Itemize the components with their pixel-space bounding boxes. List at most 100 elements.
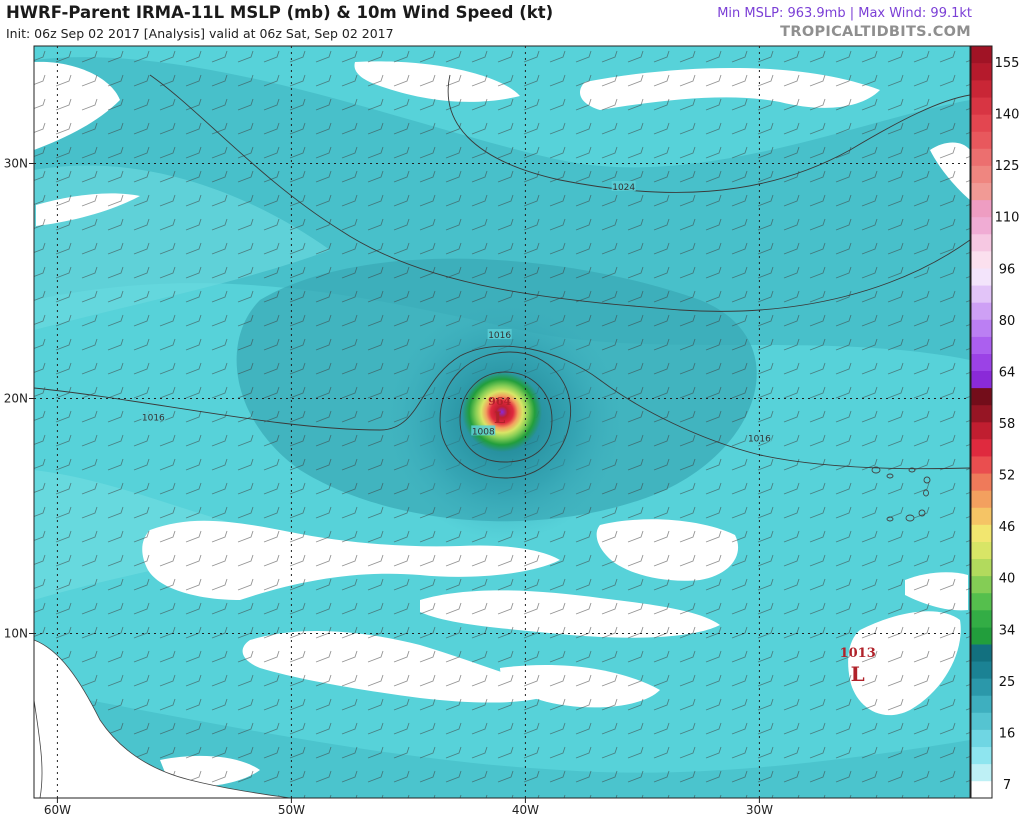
pressure-center-value: 964 [488,395,511,408]
isobar-label-bg [141,411,166,422]
colorbar-swatch [971,661,992,679]
colorbar-label: 7 [1003,778,1011,793]
colorbar-label: 52 [999,469,1016,484]
colorbar-swatch [971,199,992,218]
colorbar-swatch [971,387,992,406]
isobar-label-bg [471,425,496,436]
colorbar-swatch [971,319,992,337]
colorbar-labels: 155 140 125 110 96 80 64 58 52 46 40 34 25 16 7 [995,56,1020,793]
colorbar-swatch [971,131,992,149]
south-america-land [34,639,291,798]
map-init-valid-time: Init: 06z Sep 02 2017 [Analysis] valid a… [6,26,394,41]
isobar-labels: 1024 1016 1016 1016 1008 [141,181,772,444]
colorbar-label: 64 [999,365,1016,380]
colorbar-swatch [971,336,992,354]
min-mslp-max-wind: Min MSLP: 963.9mb | Max Wind: 99.1kt [717,6,972,21]
colorbar-swatch [971,695,992,713]
isobar-label: 1024 [612,183,635,193]
colorbar-swatch [971,507,992,525]
colorbar-label: 125 [995,159,1020,174]
colorbar-swatch [971,422,992,440]
colorbar-label: 25 [999,675,1016,690]
lat-tick-label: 30N [4,157,28,171]
site-watermark: TROPICALTIDBITS.COM [780,24,971,40]
map-field [34,46,970,798]
axis-tick-labels: 60W 50W 40W 30W 30N 20N 10N [4,157,773,817]
colorbar-swatch [971,746,992,765]
colorbar-swatch [971,370,992,389]
colorbar-label: 110 [995,211,1020,226]
colorbar-swatch [971,439,992,457]
colorbar-swatch [971,97,992,115]
isobar-label: 1016 [142,413,165,423]
colorbar-swatch [971,524,992,542]
map-header: HWRF-Parent IRMA-11L MSLP (mb) & 10m Win… [0,0,1024,46]
colorbar-swatch [971,234,992,252]
low-pressure-symbol: L [494,408,505,427]
isobar-label: 1016 [748,434,771,444]
axis-ticks [29,163,760,803]
colorbar-swatch [971,182,992,201]
colorbar-swatch [971,456,992,474]
lat-tick-label: 10N [4,627,28,641]
colorbar-swatch [971,473,992,491]
isobar-label: 1008 [472,427,495,437]
isobar-label: 1016 [488,331,511,341]
colorbar-label: 16 [999,726,1016,741]
colorbar-swatch [971,780,992,799]
colorbar-swatch [971,114,992,132]
colorbar-swatch [971,216,992,235]
colorbar-swatch [971,575,992,594]
colorbar-label: 96 [999,262,1016,277]
colorbar-swatch [971,80,992,98]
colorbar-label: 155 [995,56,1020,71]
colorbar-swatch [971,404,992,423]
low-pressure-symbol: L [851,662,865,686]
colorbar-swatch [971,46,992,64]
colorbar-label: 40 [999,572,1016,587]
colorbar-swatch [971,63,992,81]
colorbar-swatch [971,763,992,782]
isobars [34,74,970,479]
colorbar-swatch [971,165,992,184]
colorbar-swatch [971,678,992,696]
colorbar-swatch [971,490,992,508]
colorbar-swatch [971,148,992,166]
lon-tick-label: 60W [44,803,71,817]
colorbar-swatch [971,541,992,560]
colorbar-swatch [971,627,992,645]
lon-tick-label: 40W [512,803,539,817]
colorbar-swatch [971,353,992,372]
wind-speed-colorbar [970,45,993,799]
colorbar-swatch [971,558,992,577]
colorbar-label: 80 [999,314,1016,329]
colorbar-swatch [971,251,992,269]
pressure-center-value: 1013 [840,646,876,661]
map-frame [33,45,971,799]
colorbar-label: 58 [999,417,1016,432]
colorbar-swatch [971,644,992,662]
colorbar-label: 46 [999,520,1016,535]
lat-tick-label: 20N [4,392,28,406]
lon-tick-label: 30W [746,803,773,817]
colorbar-swatch [971,302,992,320]
colorbar-frame [970,45,993,799]
isobar-label-bg [747,432,772,443]
colorbar-swatch [971,729,992,748]
cabo-verde-islands [871,466,931,522]
lon-tick-label: 50W [278,803,305,817]
colorbar-swatch [971,712,992,730]
colorbar-label: 140 [995,108,1020,123]
isobar-label-bg [487,329,512,340]
coastline [34,699,43,798]
graticule [34,46,970,798]
colorbar-swatch [971,285,992,303]
colorbar-swatch [971,268,992,286]
colorbar-label: 34 [999,623,1016,638]
colorbar-swatch [971,610,992,628]
colorbar-swatch [971,592,992,611]
map-title: HWRF-Parent IRMA-11L MSLP (mb) & 10m Win… [6,3,554,22]
isobar-label-bg [611,181,636,191]
